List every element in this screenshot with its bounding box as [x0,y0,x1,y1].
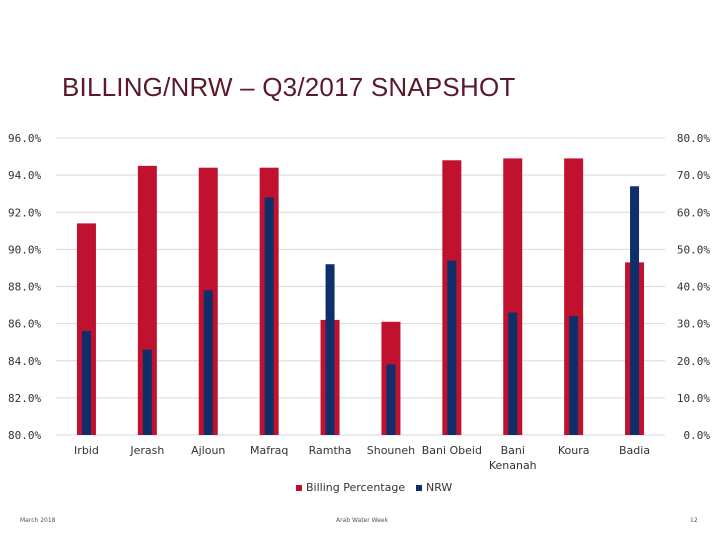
category-label: Jerash [129,444,164,457]
footer-event: Arab Water Week [336,517,389,524]
nrw-bar [142,349,152,435]
slide-title: BILLING/NRW – Q3/2017 SNAPSHOT [62,72,516,102]
billing-bar [503,158,523,435]
right-tick-label: 50.0% [677,243,710,256]
category-label: Irbid [74,444,99,457]
legend-label-nrw: NRW [426,481,452,494]
left-tick-label: 96.0% [8,132,41,145]
nrw-bar [203,290,213,435]
right-tick-label: 0.0% [684,429,711,442]
right-tick-label: 20.0% [677,355,710,368]
nrw-series [81,186,640,435]
category-label: Shouneh [367,444,415,457]
nrw-bar [630,186,640,435]
legend-swatch-nrw [416,485,422,491]
slide-number: 12 [690,517,698,524]
legend-swatch-billing [296,485,302,491]
nrw-bar [386,364,396,435]
left-tick-label: 84.0% [8,355,41,368]
category-label: Kenanah [489,459,537,472]
category-label: Bani [501,444,525,457]
nrw-bar [569,316,579,435]
category-label: Ajloun [191,444,225,457]
left-tick-label: 86.0% [8,318,41,331]
left-tick-label: 94.0% [8,169,41,182]
billing-bar [137,165,157,435]
legend-label-billing: Billing Percentage [306,481,405,494]
footer-date: March 2018 [20,517,56,524]
right-tick-label: 70.0% [677,169,710,182]
right-tick-label: 30.0% [677,318,710,331]
legend: Billing Percentage NRW [296,481,452,494]
category-label: Koura [558,444,590,457]
nrw-bar [447,260,457,435]
category-label: Ramtha [309,444,352,457]
gridlines [56,137,665,436]
nrw-bar [81,331,91,435]
left-tick-label: 92.0% [8,206,41,219]
category-label: Bani Obeid [422,444,482,457]
nrw-bar [508,312,518,435]
left-tick-label: 80.0% [8,429,41,442]
left-axis-ticks: 80.0% 82.0% 84.0% 86.0% 88.0% 90.0% 92.0% 94.0%… [8,132,41,442]
billing-bar [564,158,584,435]
nrw-bar [264,197,274,435]
left-tick-label: 82.0% [8,392,41,405]
billing-percentage-series [76,158,645,435]
right-axis-ticks: 0.0% 10.0% 20.0% 30.0% 40.0% 50.0% 60.0% 70.0% 8… [677,132,710,442]
category-labels: Irbid Jerash Ajloun Mafraq Ramtha Shouneh Bani… [74,444,650,472]
category-label: Badia [619,444,650,457]
right-tick-label: 60.0% [677,206,710,219]
nrw-bar [325,264,335,435]
category-label: Mafraq [250,444,288,457]
right-tick-label: 10.0% [677,392,710,405]
right-tick-label: 80.0% [677,132,710,145]
right-tick-label: 40.0% [677,281,710,294]
billing-bar [76,223,96,435]
left-tick-label: 88.0% [8,281,41,294]
left-tick-label: 90.0% [8,243,41,256]
